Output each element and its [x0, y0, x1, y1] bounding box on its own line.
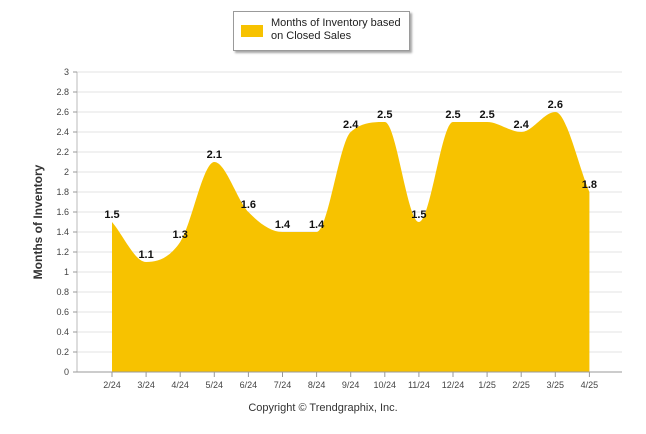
data-label: 1.4: [309, 219, 325, 231]
data-label: 2.5: [377, 109, 392, 121]
y-tick-label: 1.4: [56, 227, 69, 237]
x-tick-label: 8/24: [308, 380, 326, 390]
x-tick-label: 10/24: [374, 380, 397, 390]
x-tick-labels: 2/24 3/24 4/24 5/24 6/24 7/24 8/24 9/24 10/24 11/…: [103, 372, 598, 390]
data-label: 1.5: [411, 209, 426, 221]
y-tick-label: 2.4: [56, 127, 69, 137]
x-tick-label: 1/25: [478, 380, 496, 390]
data-label: 2.1: [207, 149, 222, 161]
x-tick-label: 2/24: [103, 380, 121, 390]
x-tick-label: 11/24: [408, 380, 430, 390]
y-tick-label: 1.2: [56, 247, 69, 257]
data-label: 1.4: [275, 219, 291, 231]
x-tick-label: 12/24: [442, 380, 465, 390]
data-label: 1.6: [241, 199, 256, 211]
data-label: 1.8: [582, 179, 597, 191]
y-tick-label: 2: [64, 167, 69, 177]
data-label: 1.5: [104, 209, 119, 221]
x-tick-label: 5/24: [206, 380, 224, 390]
y-tick-label: 0.8: [56, 287, 69, 297]
chart-legend: Months of Inventory based on Closed Sale…: [233, 11, 410, 51]
y-tick-label: 0: [64, 367, 69, 377]
data-label: 2.4: [514, 119, 530, 131]
x-tick-label: 3/24: [137, 380, 155, 390]
y-tick-label: 1.6: [56, 207, 69, 217]
y-tick-label: 1: [64, 267, 69, 277]
data-label: 2.5: [479, 109, 494, 121]
y-tick-label: 0.6: [56, 307, 69, 317]
copyright-text: Copyright © Trendgraphix, Inc.: [248, 402, 398, 414]
x-tick-label: 6/24: [240, 380, 258, 390]
y-tick-label: 0.2: [56, 347, 69, 357]
y-tick-label: 2.8: [56, 87, 69, 97]
data-label: 2.5: [445, 109, 460, 121]
legend-swatch: [241, 25, 263, 37]
y-tick-label: 3: [64, 67, 69, 77]
y-tick-labels: 0 0.2 0.4 0.6 0.8 1 1.2 1.4 1.6 1.8 2 2.2 2.4 2.6 2.8 3: [56, 67, 77, 377]
legend-label: Months of Inventory based on Closed Sale…: [271, 17, 401, 42]
y-tick-label: 0.4: [56, 327, 69, 337]
axes: [76, 72, 622, 373]
data-labels: 1.5 1.1 1.3 2.1 1.6 1.4 1.4 2.4 2.5 1.5 2.5 2.5 2.4 2…: [104, 99, 597, 261]
area-series: [112, 112, 590, 372]
x-tick-label: 3/25: [547, 380, 565, 390]
x-tick-label: 2/25: [512, 380, 530, 390]
x-tick-label: 4/25: [581, 380, 599, 390]
y-axis-title: Months of Inventory: [31, 164, 45, 279]
data-label: 1.1: [138, 249, 153, 261]
x-tick-label: 4/24: [171, 380, 189, 390]
x-tick-label: 9/24: [342, 380, 360, 390]
x-tick-label: 7/24: [274, 380, 292, 390]
data-label: 2.4: [343, 119, 359, 131]
y-tick-label: 2.2: [56, 147, 69, 157]
data-label: 2.6: [548, 99, 563, 111]
area-fill: [112, 112, 590, 372]
data-label: 1.3: [173, 229, 188, 241]
y-tick-label: 1.8: [56, 187, 69, 197]
y-tick-label: 2.6: [56, 107, 69, 117]
